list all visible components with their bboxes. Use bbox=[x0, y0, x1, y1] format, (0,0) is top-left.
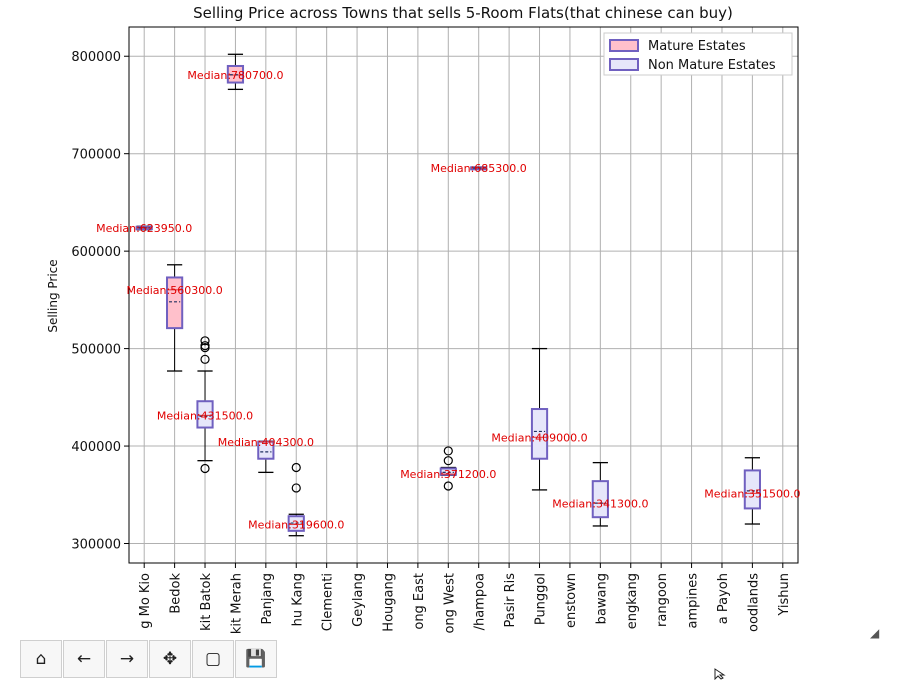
y-tick-label: 500000 bbox=[71, 343, 121, 358]
box-11 bbox=[470, 166, 488, 171]
mouse-cursor-icon bbox=[714, 668, 726, 680]
median-annotation: Median:623950.0 bbox=[96, 222, 192, 235]
box-1 bbox=[166, 264, 184, 372]
arrow-right-icon: → bbox=[119, 649, 135, 669]
x-tick-label: ong West bbox=[442, 573, 457, 634]
x-tick-label: kit Merah bbox=[229, 573, 244, 634]
box-10 bbox=[439, 446, 457, 491]
home-button[interactable]: ⌂ bbox=[20, 640, 62, 678]
median-annotation: Median:341300.0 bbox=[552, 497, 648, 510]
median-annotation: Median:685300.0 bbox=[431, 162, 527, 175]
x-tick-label: Yishun bbox=[777, 573, 792, 617]
y-tick-label: 300000 bbox=[71, 538, 121, 553]
legend-label: Non Mature Estates bbox=[648, 58, 776, 73]
box-15 bbox=[591, 461, 609, 527]
median-annotation: Median:780700.0 bbox=[187, 69, 283, 82]
outlier-point bbox=[200, 354, 210, 364]
x-tick-label: oodlands bbox=[746, 573, 761, 632]
resize-grip-icon[interactable]: ◢ bbox=[870, 626, 880, 640]
x-tick-label: ampines bbox=[686, 573, 701, 629]
box-body bbox=[743, 469, 761, 510]
outlier-point bbox=[291, 483, 301, 493]
x-tick-label: Clementi bbox=[321, 573, 336, 631]
x-tick-label: g Mo Kio bbox=[138, 573, 153, 629]
move-icon: ✥ bbox=[162, 649, 178, 669]
x-tick-label: rangoon bbox=[655, 573, 670, 627]
x-tick-label: Hougang bbox=[381, 573, 396, 632]
legend: Mature Estates Non Mature Estates bbox=[603, 32, 793, 76]
outlier-point bbox=[200, 336, 210, 346]
box-20 bbox=[743, 457, 761, 525]
outlier-point bbox=[443, 456, 453, 466]
y-axis-label: Selling Price bbox=[46, 259, 60, 332]
x-tick-label: Punggol bbox=[534, 573, 549, 625]
legend-label: Mature Estates bbox=[648, 39, 746, 54]
outlier-point bbox=[443, 446, 453, 456]
y-tick-label: 800000 bbox=[71, 50, 121, 65]
x-tick-label: Bedok bbox=[169, 573, 184, 614]
pan-button[interactable]: ✥ bbox=[149, 640, 191, 678]
legend-swatch bbox=[609, 58, 639, 71]
axes: 300000 400000 500000 600000 700000 800000 g Mo… bbox=[71, 26, 799, 634]
chart-title: Selling Price across Towns that sells 5-… bbox=[193, 4, 733, 22]
outlier-point bbox=[291, 462, 301, 473]
x-tick-label: Geylang bbox=[351, 573, 366, 627]
median-annotations: Median:623950.0 Median:560300.0 Median:431… bbox=[96, 69, 800, 531]
median-annotation: Median:319600.0 bbox=[248, 518, 344, 531]
grid-lines bbox=[129, 27, 798, 563]
x-tick-label: bawang bbox=[594, 573, 609, 624]
x-tick-label: enstown bbox=[564, 573, 579, 628]
x-tick-label: kit Batok bbox=[199, 573, 214, 631]
y-tick-label: 700000 bbox=[71, 148, 121, 163]
outlier-point bbox=[200, 463, 210, 474]
x-tick-label: ong East bbox=[412, 573, 427, 630]
boxplot-chart: Selling Price across Towns that sells 5-… bbox=[46, 4, 800, 634]
x-tick-label: a Payoh bbox=[716, 573, 731, 624]
median-annotation: Median:409000.0 bbox=[491, 431, 587, 444]
box-body bbox=[439, 467, 457, 476]
home-icon: ⌂ bbox=[35, 649, 47, 669]
box-body bbox=[530, 408, 549, 460]
box-4 bbox=[257, 440, 275, 474]
forward-button[interactable]: → bbox=[106, 640, 148, 678]
x-tick-label: hu Kang bbox=[290, 573, 305, 626]
box-0 bbox=[135, 225, 153, 231]
legend-swatch bbox=[609, 39, 639, 52]
zoom-button[interactable]: ▢ bbox=[192, 640, 234, 678]
arrow-left-icon: ← bbox=[76, 649, 92, 669]
x-tick-label: Pasir Ris bbox=[503, 573, 518, 628]
save-button[interactable]: 💾 bbox=[235, 640, 277, 678]
navigation-toolbar: ⌂ ← → ✥ ▢ 💾 bbox=[20, 640, 278, 678]
plot-frame bbox=[128, 26, 799, 564]
box-5 bbox=[287, 462, 305, 537]
median-annotation: Median:560300.0 bbox=[127, 284, 223, 297]
outlier-point bbox=[200, 341, 210, 351]
box-2 bbox=[196, 336, 214, 474]
box-series bbox=[135, 53, 761, 537]
box-body bbox=[196, 400, 214, 429]
median-annotation: Median:371200.0 bbox=[400, 468, 496, 481]
x-tick-label: engkang bbox=[625, 573, 640, 629]
box-body bbox=[591, 480, 609, 519]
x-tick-label: /hampoa bbox=[473, 573, 488, 630]
floppy-icon: 💾 bbox=[245, 649, 267, 669]
outlier-point bbox=[443, 481, 453, 491]
x-tick-label: Panjang bbox=[260, 573, 275, 625]
y-tick-label: 600000 bbox=[71, 245, 121, 260]
back-button[interactable]: ← bbox=[63, 640, 105, 678]
zoom-rect-icon: ▢ bbox=[204, 649, 222, 669]
box-3 bbox=[226, 53, 245, 91]
median-annotation: Median:404300.0 bbox=[218, 436, 314, 449]
median-annotation: Median:351500.0 bbox=[704, 487, 800, 500]
y-tick-label: 400000 bbox=[71, 440, 121, 455]
median-annotation: Median:431500.0 bbox=[157, 409, 253, 422]
box-13 bbox=[530, 347, 549, 491]
